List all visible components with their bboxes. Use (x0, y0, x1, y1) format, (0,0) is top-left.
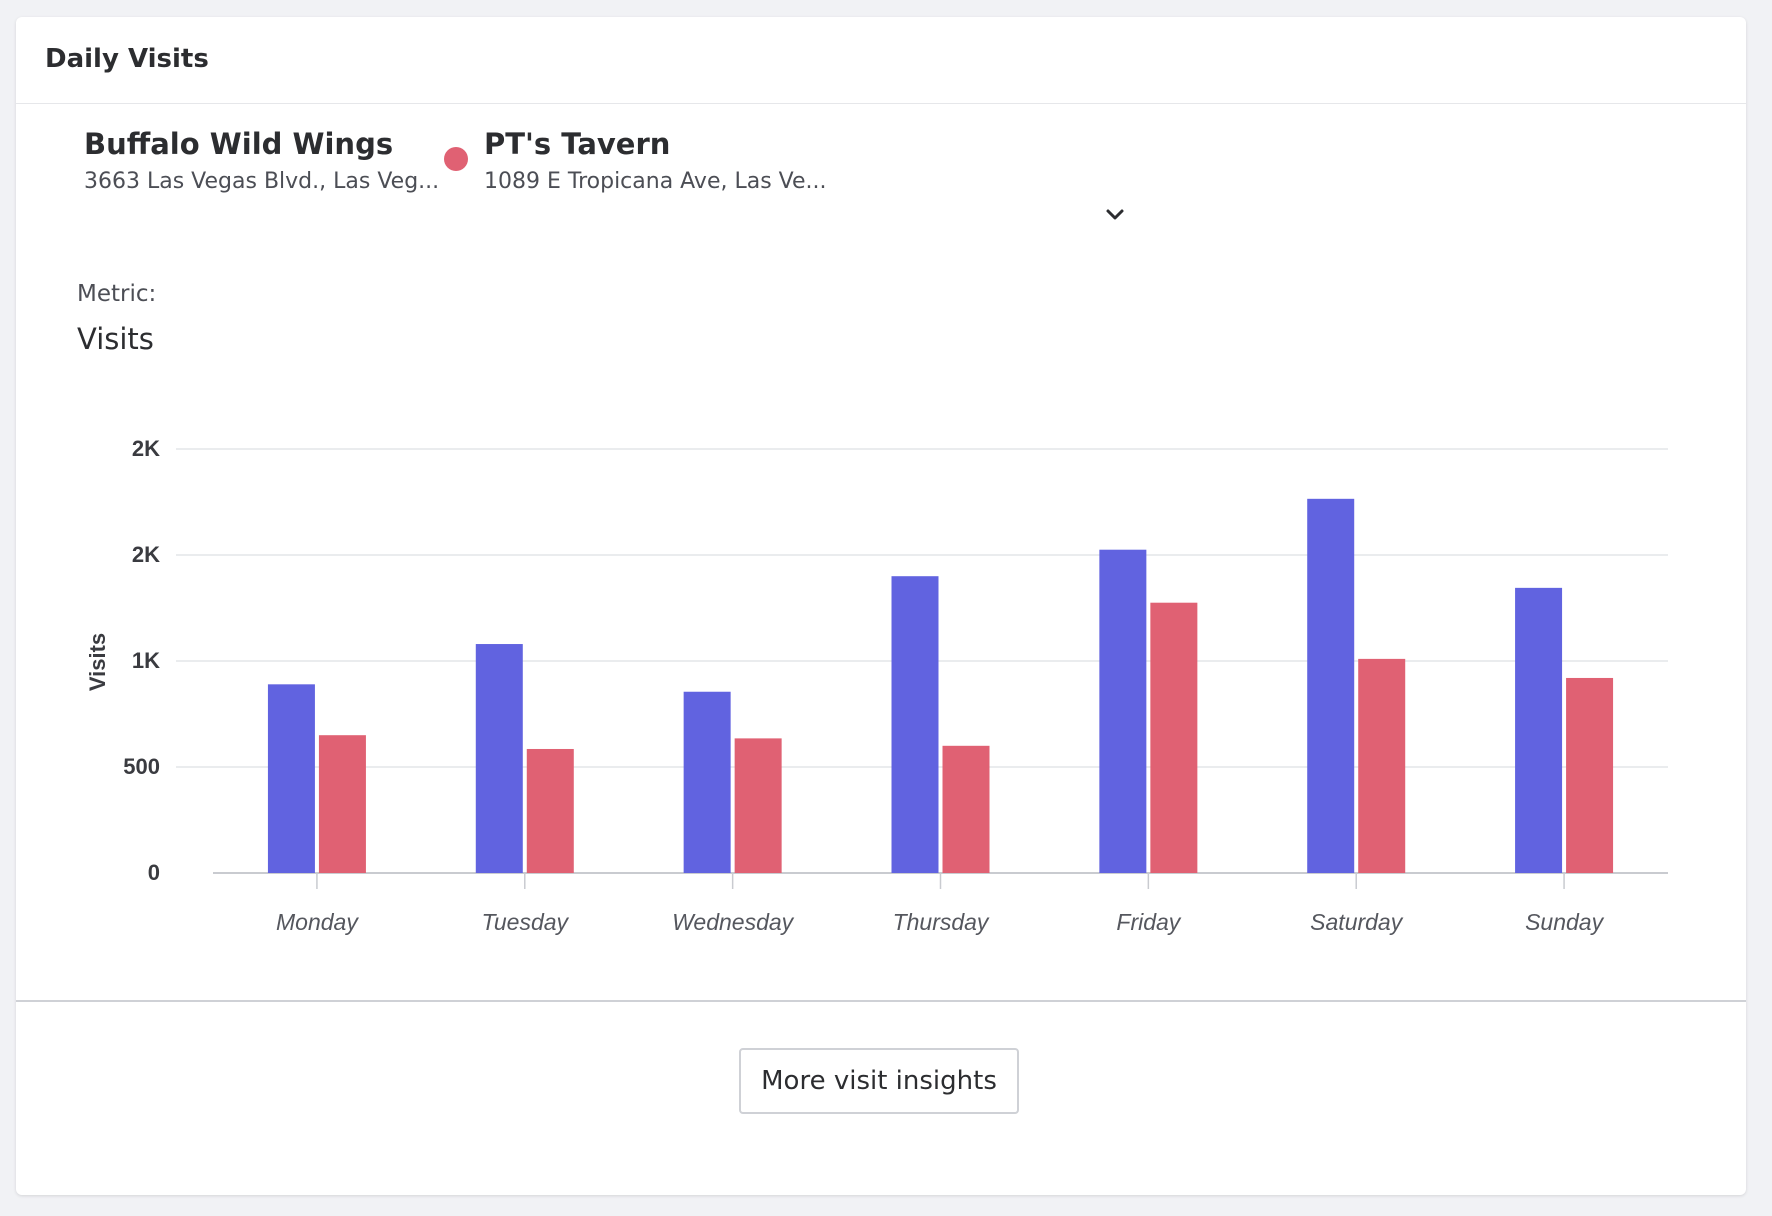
place-address: 1089 E Tropicana Ave, Las Ve... (484, 169, 827, 194)
x-tick-label: Monday (276, 909, 359, 935)
bar-buffalo-wild-wings-tuesday (475, 644, 523, 873)
series-color-dot (444, 147, 468, 171)
x-tick-label: Wednesday (672, 909, 795, 935)
card-title: Daily Visits (45, 44, 209, 74)
more-visit-insights-button[interactable]: More visit insights (739, 1048, 1019, 1114)
bar-buffalo-wild-wings-saturday (1307, 498, 1355, 873)
bar-buffalo-wild-wings-monday (267, 684, 315, 873)
x-tick-label: Sunday (1525, 909, 1605, 935)
metric-label: Metric: (77, 281, 157, 307)
compared-places: Buffalo Wild Wings 3663 Las Vegas Blvd.,… (16, 127, 1746, 247)
card-header: Daily Visits (16, 17, 1746, 104)
bar-pts-tavern-wednesday (734, 738, 782, 873)
bar-buffalo-wild-wings-thursday (891, 576, 939, 873)
y-axis-title: Visits (85, 633, 110, 691)
place-item-buffalo-wild-wings[interactable]: Buffalo Wild Wings 3663 Las Vegas Blvd.,… (84, 127, 439, 194)
x-tick-label: Thursday (893, 909, 990, 935)
bar-pts-tavern-saturday (1358, 658, 1406, 873)
bar-pts-tavern-monday (318, 735, 366, 873)
y-tick-label: 2K (132, 436, 160, 461)
x-tick-label: Saturday (1310, 909, 1404, 935)
place-address: 3663 Las Vegas Blvd., Las Veg... (84, 169, 440, 194)
footer-divider (16, 1000, 1746, 1002)
chevron-down-icon[interactable] (1102, 202, 1128, 228)
x-tick-label: Friday (1116, 909, 1181, 935)
metric-selector[interactable]: Visits (77, 322, 154, 356)
bar-pts-tavern-friday (1150, 602, 1198, 873)
place-item-pts-tavern[interactable]: PT's Tavern 1089 E Tropicana Ave, Las Ve… (444, 127, 827, 194)
place-name: Buffalo Wild Wings (84, 127, 394, 161)
place-name: PT's Tavern (484, 127, 671, 161)
y-tick-label: 500 (123, 754, 160, 779)
bar-pts-tavern-thursday (942, 745, 990, 873)
bar-buffalo-wild-wings-sunday (1515, 587, 1563, 873)
y-tick-label: 1K (132, 648, 160, 673)
bar-pts-tavern-tuesday (526, 748, 574, 873)
chart-svg: 0 500 1K 2K 2K Visits Monday Tuesday Wednesday Th… (85, 436, 1668, 935)
daily-visits-card: Daily Visits Buffalo Wild Wings 3663 Las… (16, 17, 1746, 1195)
visits-bar-chart: 0 500 1K 2K 2K Visits Monday Tuesday Wednesday Th… (16, 397, 1746, 957)
bar-buffalo-wild-wings-friday (1099, 549, 1147, 873)
y-tick-label: 2K (132, 542, 160, 567)
y-tick-label: 0 (148, 860, 160, 885)
bar-pts-tavern-sunday (1566, 677, 1614, 873)
x-tick-label: Tuesday (482, 909, 570, 935)
bar-buffalo-wild-wings-wednesday (683, 691, 731, 873)
